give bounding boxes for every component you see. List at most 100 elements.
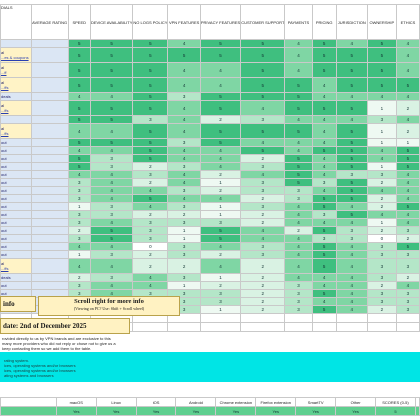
score-cell: 5 — [240, 146, 286, 155]
score-cell: 5 — [89, 234, 134, 243]
provider-name-cell[interactable]: out — [0, 218, 32, 227]
score-cell: 5 — [132, 47, 169, 63]
score-cell: 5 — [311, 39, 337, 48]
deal-link[interactable]: ...ffs — [1, 108, 9, 113]
score-cell: 3 — [366, 250, 397, 259]
score-cell: 3 — [395, 297, 420, 306]
empty-cell[interactable] — [240, 313, 286, 323]
score-cell: 4 — [167, 194, 201, 203]
score-cell: 3 — [89, 154, 134, 163]
provider-name-cell[interactable]: out — [0, 234, 32, 243]
score-cell: 4 — [199, 146, 242, 155]
score-cell: 1 — [199, 202, 242, 211]
provider-name-cell[interactable] — [0, 115, 32, 124]
score-cell: 2 — [132, 178, 169, 187]
score-cell: 4 — [167, 170, 201, 179]
provider-name-cell[interactable]: out — [0, 186, 32, 195]
score-cell: 3 — [240, 202, 286, 211]
empty-cell[interactable] — [335, 322, 368, 332]
score-cell: 2 — [132, 210, 169, 219]
score-cell: 3 — [395, 289, 420, 298]
average-rating-cell — [30, 281, 69, 290]
provider-name-cell[interactable]: out — [0, 226, 32, 235]
score-cell: 3 — [67, 186, 91, 195]
provider-name-cell[interactable]: al ...ff — [0, 62, 32, 78]
provider-name-cell[interactable]: al ...ffs — [0, 258, 32, 274]
provider-name-cell[interactable]: out — [0, 154, 32, 163]
score-cell: 4 — [284, 202, 313, 211]
score-cell: 3 — [335, 226, 368, 235]
score-cell: 2 — [67, 273, 91, 282]
provider-name-cell[interactable]: out — [0, 250, 32, 259]
deal-link[interactable]: ...ffs — [1, 266, 9, 271]
empty-cell[interactable] — [284, 322, 313, 332]
score-cell: 5 — [132, 194, 169, 203]
provider-name-cell[interactable]: out — [0, 146, 32, 155]
score-cell: 4 — [335, 39, 368, 48]
score-cell: 2 — [366, 178, 397, 187]
provider-name-cell[interactable]: al ...ffs — [0, 77, 32, 93]
score-cell: 4 — [311, 297, 337, 306]
score-cell: 5 — [335, 47, 368, 63]
empty-cell[interactable] — [132, 322, 169, 332]
update-date: date: 2nd of December 2025 — [3, 322, 87, 330]
provider-name-cell[interactable]: out — [0, 202, 32, 211]
provider-name-cell[interactable]: al ...es & coupons — [0, 47, 32, 63]
score-cell: 5 — [335, 100, 368, 116]
score-cell: 5 — [67, 154, 91, 163]
provider-name-cell[interactable]: out — [0, 170, 32, 179]
provider-name-cell[interactable]: al ...ffs — [0, 123, 32, 139]
empty-cell[interactable] — [311, 322, 337, 332]
score-cell: 2 — [67, 226, 91, 235]
score-cell: 5 — [284, 170, 313, 179]
score-cell: 4 — [335, 258, 368, 274]
deal-link[interactable]: ...ff — [1, 70, 7, 75]
empty-cell[interactable] — [395, 322, 420, 332]
empty-cell[interactable] — [199, 322, 242, 332]
score-cell: 5 — [311, 289, 337, 298]
provider-name-cell[interactable]: deals — [0, 92, 32, 101]
provider-name-cell[interactable]: out — [0, 194, 32, 203]
empty-cell[interactable] — [167, 322, 201, 332]
empty-cell[interactable] — [335, 313, 368, 323]
info-cell: info — [0, 296, 36, 312]
provider-name-cell[interactable]: out — [0, 178, 32, 187]
provider-name-cell[interactable]: out — [0, 281, 32, 290]
table-row: out 5 3 5 4 4 2 5 4 5 4 5 — [0, 154, 420, 163]
platform-value: Yes — [295, 406, 337, 416]
provider-name: out — [1, 204, 7, 209]
deal-link[interactable]: ...ffs — [1, 131, 9, 136]
empty-cell[interactable] — [366, 313, 397, 323]
average-rating-cell — [30, 92, 69, 101]
provider-name-cell[interactable]: out — [0, 242, 32, 251]
provider-name: out — [1, 212, 7, 217]
provider-name-cell[interactable]: out — [0, 162, 32, 171]
score-cell: 5 — [395, 146, 420, 155]
score-cell: 5 — [67, 77, 91, 93]
score-cell: 5 — [395, 162, 420, 171]
empty-cell[interactable] — [311, 313, 337, 323]
score-cell: 2 — [240, 210, 286, 219]
score-cell: 5 — [311, 202, 337, 211]
deal-link[interactable]: ...es & coupons — [1, 55, 29, 60]
score-cell: 4 — [167, 62, 201, 78]
empty-cell[interactable] — [199, 313, 242, 323]
provider-name-cell[interactable]: out — [0, 138, 32, 147]
table-row: al ...ffs 4 4 5 4 5 5 5 4 5 1 2 — [0, 123, 420, 139]
empty-cell[interactable] — [395, 313, 420, 323]
provider-name-cell[interactable]: deals — [0, 273, 32, 282]
deal-link[interactable]: ...ffs — [1, 85, 9, 90]
score-cell: 4 — [89, 194, 134, 203]
score-cell: 2 — [395, 100, 420, 116]
empty-cell[interactable] — [366, 322, 397, 332]
provider-name-cell[interactable]: al ...ffs — [0, 100, 32, 116]
score-cell: 4 — [311, 123, 337, 139]
score-cell: 4 — [395, 62, 420, 78]
provider-name-cell[interactable] — [0, 39, 32, 48]
provider-name-cell[interactable]: out — [0, 210, 32, 219]
empty-cell[interactable] — [284, 313, 313, 323]
empty-cell[interactable] — [240, 322, 286, 332]
score-cell: 3 — [167, 202, 201, 211]
score-cell: 3 — [132, 226, 169, 235]
